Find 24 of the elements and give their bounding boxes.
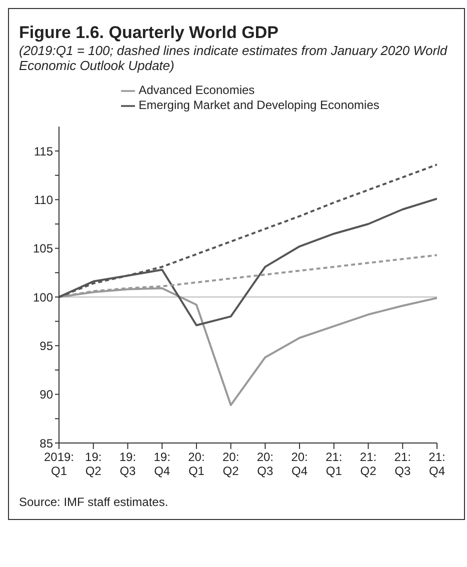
x-tick-label: 21: Q2 bbox=[360, 450, 377, 478]
x-tick-label: 20: Q3 bbox=[256, 450, 274, 478]
y-tick-label: 115 bbox=[34, 144, 54, 158]
y-tick-label: 90 bbox=[40, 388, 54, 402]
y-tick-label: 100 bbox=[32, 290, 54, 304]
x-tick-label: 19: Q3 bbox=[119, 450, 136, 478]
x-tick-label: 20: Q1 bbox=[188, 450, 205, 478]
chart-subtitle: (2019:Q1 = 100; dashed lines indicate estimates from January 2020 World Economic Outlook Update) bbox=[19, 43, 448, 73]
y-tick-label: 105 bbox=[32, 242, 54, 256]
y-tick-label: 85 bbox=[40, 436, 54, 450]
chart-title: Figure 1.6. Quarterly World GDP bbox=[19, 23, 280, 43]
x-tick-label: 21: Q1 bbox=[326, 450, 342, 478]
x-tick-label: 20: Q4 bbox=[291, 450, 308, 478]
source-note: Source: IMF staff estimates. bbox=[19, 495, 170, 509]
y-tick-label: 110 bbox=[34, 192, 54, 207]
legend-label: Advanced Economies bbox=[138, 83, 255, 97]
x-tick-label: 21: Q3 bbox=[394, 450, 411, 478]
x-tick-label: 19: Q2 bbox=[85, 450, 102, 478]
y-tick-label: 95 bbox=[40, 338, 54, 353]
x-tick-label: 21: Q4 bbox=[428, 450, 446, 478]
legend-label: Emerging Market and Developing Economies bbox=[138, 98, 380, 112]
x-tick-label: 19: Q4 bbox=[154, 450, 170, 478]
x-tick-label: 20: Q2 bbox=[222, 450, 240, 478]
x-tick-label: 2019: Q1 bbox=[44, 450, 74, 478]
